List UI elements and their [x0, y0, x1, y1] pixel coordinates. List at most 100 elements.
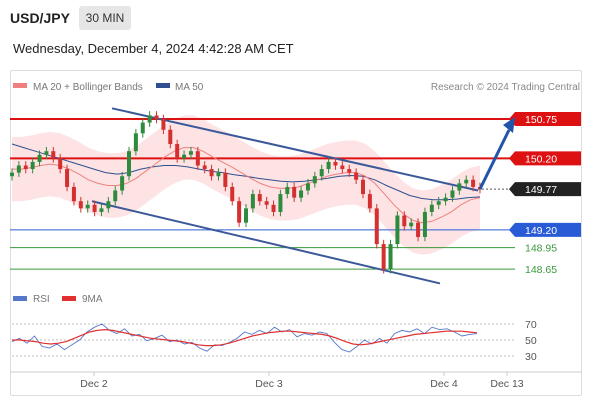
candle-body — [436, 201, 441, 205]
channel-upper-line — [111, 107, 479, 192]
candle-body — [85, 204, 90, 209]
candle-body — [457, 183, 462, 191]
candle-body — [402, 215, 407, 227]
chart-datetime: Wednesday, December 4, 2024 4:42:28 AM C… — [13, 41, 294, 56]
candle-body — [395, 215, 400, 245]
timeframe-button[interactable]: 30 MIN — [79, 6, 131, 30]
level-tag-0 — [509, 112, 581, 127]
candle-body — [106, 201, 111, 209]
credit-text: Research © 2024 Trading Central — [431, 82, 580, 93]
candle-body — [188, 151, 193, 155]
rsi-tick-label-30: 30 — [525, 351, 537, 363]
candle-body — [381, 244, 386, 270]
candle-body — [51, 151, 56, 159]
ma20-legend-swatch — [13, 83, 27, 88]
ma20-line — [12, 147, 481, 224]
candle-body — [367, 194, 372, 209]
level-label-2: 149.77 — [525, 184, 557, 196]
level-tag-3 — [509, 222, 581, 237]
level-label-0: 150.75 — [525, 114, 557, 126]
candle-body — [443, 197, 448, 202]
candle-body — [264, 201, 269, 205]
candle-body — [78, 201, 83, 209]
candle-body — [319, 169, 324, 177]
candle-body — [347, 169, 352, 173]
ma20-legend-label: MA 20 + Bollinger Bands — [33, 82, 143, 93]
candle-body — [168, 129, 173, 145]
x-axis: Dec 2 Dec 3 Dec 4 Dec 13 — [10, 371, 582, 390]
candle-body — [209, 169, 214, 177]
candle-body — [354, 172, 359, 180]
candle-body — [361, 179, 365, 195]
rsi-tick-label-70: 70 — [525, 319, 537, 331]
candle-body — [285, 186, 290, 195]
candle-body — [326, 161, 331, 170]
candle-body — [250, 194, 255, 209]
level-tag-2 — [509, 182, 581, 197]
chart-panel — [10, 70, 582, 396]
candle-body — [16, 165, 21, 173]
ma50-line — [11, 143, 481, 201]
chart-header: USD/JPY 30 MIN — [0, 0, 590, 38]
candle-body — [37, 154, 42, 162]
candle-body — [10, 172, 14, 177]
level-tag-1 — [509, 151, 581, 166]
ma9-legend-label: 9MA — [82, 294, 103, 305]
candle-body — [71, 186, 76, 202]
rsi-chart: 30 50 70 — [11, 319, 537, 363]
rsi-tick-label-50: 50 — [525, 335, 537, 347]
price-legend: MA 20 + Bollinger Bands MA 50 Research ©… — [13, 82, 580, 93]
price-chart: 150.75 150.20 149.77 149.20 148.95 148.65 — [10, 107, 581, 285]
candle-body — [257, 194, 262, 202]
candle-body — [292, 186, 297, 198]
candle-body — [416, 222, 421, 237]
candle-body — [154, 115, 159, 120]
channel-lower-line — [91, 200, 441, 285]
candle-body — [278, 194, 283, 212]
candle-body — [271, 204, 276, 212]
candle-body — [58, 158, 63, 170]
candle-body — [223, 172, 228, 187]
rsi-line — [11, 323, 478, 353]
candle-body — [388, 244, 393, 270]
candle-body — [230, 186, 235, 202]
candle-body — [312, 176, 317, 184]
x-tick-label-3: Dec 13 — [490, 378, 523, 390]
candle-body — [299, 190, 304, 198]
candle-body — [464, 179, 469, 184]
forecast-arrow-head — [503, 117, 515, 134]
forecast-arrow-shaft — [478, 129, 511, 190]
candle-body — [422, 211, 427, 237]
candle-body — [113, 190, 118, 202]
candle-body — [133, 133, 138, 152]
candle-body — [44, 151, 49, 155]
candle-body — [429, 204, 434, 212]
rsi-legend-label: RSI — [33, 294, 50, 305]
candle-body — [305, 183, 310, 191]
x-tick-label-0: Dec 2 — [80, 378, 108, 390]
candle-body — [237, 201, 242, 223]
candle-body — [244, 208, 248, 223]
candle-body — [147, 115, 152, 123]
ma50-legend-swatch — [156, 83, 170, 88]
level-label-5: 148.65 — [525, 264, 557, 276]
candle-body — [216, 172, 221, 177]
level-label-1: 150.20 — [525, 153, 557, 165]
x-tick-label-1: Dec 3 — [255, 378, 283, 390]
candle-body — [195, 151, 200, 166]
candle-body — [65, 169, 70, 187]
candle-body — [175, 144, 180, 159]
level-label-4: 148.95 — [525, 243, 557, 255]
candle-body — [182, 154, 187, 159]
candle-body — [161, 119, 166, 130]
ma50-legend-label: MA 50 — [175, 82, 204, 93]
ma9-legend-swatch — [62, 296, 76, 301]
candle-body — [450, 190, 455, 198]
candle-body — [202, 165, 207, 170]
candle-body — [127, 151, 131, 177]
candle-body — [340, 165, 345, 170]
candle-body — [374, 208, 379, 245]
symbol-title: USD/JPY — [10, 10, 70, 26]
candle-body — [23, 165, 28, 170]
